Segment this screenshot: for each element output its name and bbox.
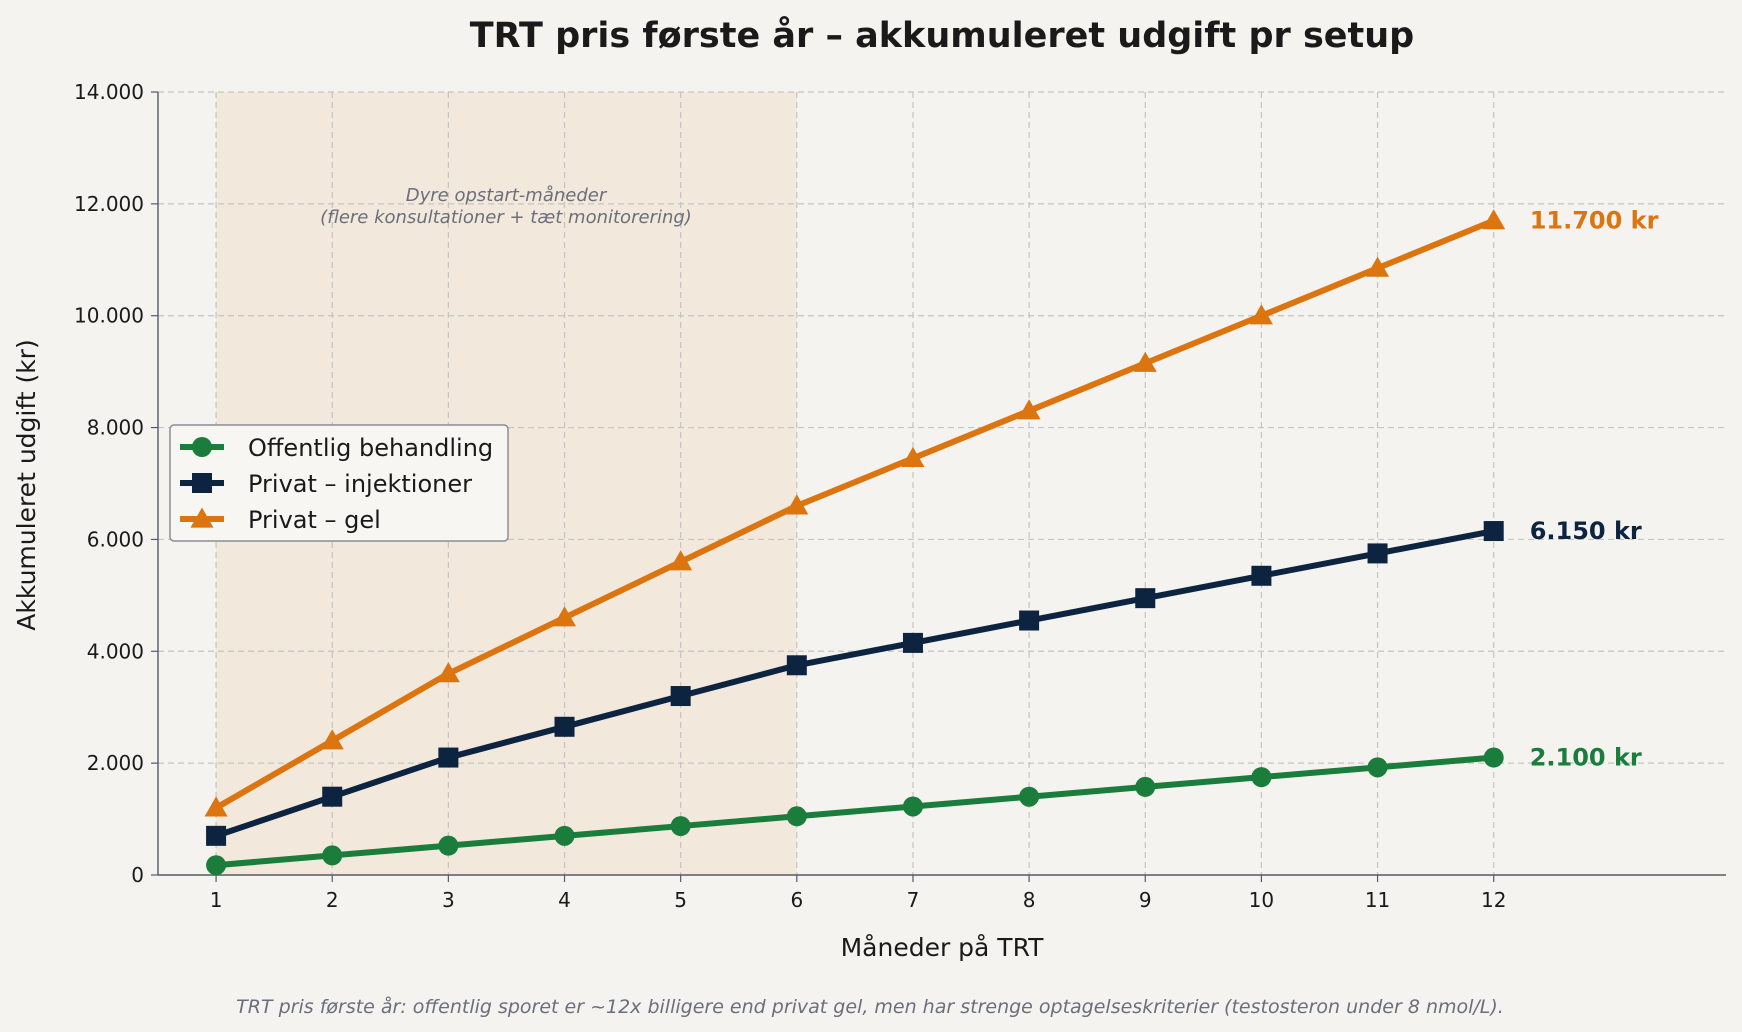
- data-point-privat-gel-8: [1017, 399, 1041, 420]
- x-tick-label: 11: [1365, 888, 1390, 912]
- y-tick-label: 8.000: [87, 416, 144, 440]
- data-point-privat-gel-1: [204, 796, 228, 817]
- chart-caption: TRT pris første år: offentlig sporet er …: [236, 995, 1504, 1018]
- y-tick-label: 2.000: [87, 751, 144, 775]
- data-point-offentlig-4: [554, 825, 575, 846]
- x-tick-label: 2: [326, 888, 339, 912]
- x-tick-label: 10: [1249, 888, 1274, 912]
- data-point-privat-injektioner-5: [670, 686, 691, 707]
- y-tick-label: 10.000: [74, 304, 144, 328]
- x-tick-label: 9: [1139, 888, 1152, 912]
- data-point-privat-injektioner-4: [554, 716, 575, 737]
- data-point-privat-gel-3: [436, 662, 460, 683]
- data-point-privat-gel-11: [1366, 256, 1390, 277]
- legend-item-privat-gel: Privat – gel: [180, 506, 381, 534]
- x-tick-label: 5: [674, 888, 687, 912]
- data-point-privat-injektioner-10: [1251, 565, 1272, 586]
- x-axis-label: Måneder på TRT: [841, 933, 1045, 962]
- data-point-offentlig-12: [1483, 747, 1504, 768]
- y-tick-label: 4.000: [87, 639, 144, 663]
- data-point-offentlig-7: [902, 796, 923, 817]
- series-line-privat-injektioner: [213, 528, 1497, 839]
- end-value-label-offentlig: 2.100 kr: [1530, 744, 1642, 772]
- data-point-privat-gel-4: [553, 606, 577, 627]
- y-tick-label: 0: [131, 863, 144, 887]
- data-point-privat-injektioner-6: [786, 655, 807, 676]
- legend-item-offentlig: Offentlig behandling: [180, 434, 493, 462]
- data-point-privat-gel-12: [1482, 209, 1506, 230]
- data-point-offentlig-9: [1135, 776, 1156, 797]
- data-point-privat-gel-10: [1249, 304, 1273, 325]
- shaded-region-annotation-line-1: Dyre opstart-måneder: [406, 185, 608, 206]
- legend-item-privat-injektioner: Privat – injektioner: [180, 470, 472, 498]
- legend-box: [169, 424, 509, 542]
- data-point-privat-gel-2: [320, 729, 344, 750]
- end-value-label-privat-gel: 11.700 kr: [1530, 207, 1659, 235]
- data-point-privat-injektioner-3: [438, 747, 459, 768]
- x-tick-label: 4: [558, 888, 571, 912]
- x-tick-label: 3: [442, 888, 455, 912]
- data-point-privat-injektioner-7: [902, 632, 923, 653]
- data-point-privat-injektioner-12: [1483, 521, 1504, 542]
- data-point-privat-injektioner-11: [1367, 543, 1388, 564]
- data-point-offentlig-11: [1367, 757, 1388, 778]
- data-point-privat-gel-6: [785, 494, 809, 515]
- legend-marker-privat-injektioner: [192, 473, 212, 493]
- end-value-label-privat-injektioner: 6.150 kr: [1530, 517, 1642, 545]
- legend-label-offentlig: Offentlig behandling: [248, 434, 493, 462]
- legend-marker-offentlig: [192, 437, 212, 457]
- data-point-offentlig-6: [786, 806, 807, 827]
- data-point-privat-gel-5: [669, 550, 693, 571]
- y-tick-label: 12.000: [74, 192, 144, 216]
- legend-marker-privat-gel: [190, 507, 214, 528]
- data-point-privat-gel-7: [901, 446, 925, 467]
- data-point-privat-injektioner-2: [322, 786, 343, 807]
- data-point-offentlig-1: [206, 855, 227, 876]
- data-point-privat-gel-9: [1133, 351, 1157, 372]
- y-tick-label: 6.000: [87, 527, 144, 551]
- legend-label-privat-injektioner: Privat – injektioner: [248, 470, 472, 498]
- shaded-region-annotation-line-2: (flere konsultationer + tæt monitorering…: [320, 207, 692, 228]
- x-tick-label: 8: [1023, 888, 1036, 912]
- x-tick-label: 7: [907, 888, 920, 912]
- series-line-privat-gel: [213, 217, 1497, 811]
- y-tick-label: 14.000: [74, 80, 144, 104]
- series-privat-injektioner: [206, 521, 1504, 846]
- series-privat-gel: [204, 209, 1506, 817]
- data-point-offentlig-10: [1251, 767, 1272, 788]
- series-offentlig: [206, 747, 1504, 876]
- x-tick-label: 12: [1481, 888, 1506, 912]
- series-line-offentlig: [213, 754, 1497, 869]
- data-point-offentlig-5: [670, 816, 691, 837]
- data-point-privat-injektioner-9: [1135, 588, 1156, 609]
- x-tick-label: 1: [210, 888, 223, 912]
- data-point-offentlig-8: [1019, 786, 1040, 807]
- data-point-offentlig-3: [438, 835, 459, 856]
- data-point-offentlig-2: [322, 845, 343, 866]
- chart-title: TRT pris første år – akkumuleret udgift …: [470, 15, 1414, 56]
- x-tick-label: 6: [790, 888, 803, 912]
- data-point-privat-injektioner-1: [206, 825, 227, 846]
- data-point-privat-injektioner-8: [1019, 610, 1040, 631]
- y-axis-label: Akkumuleret udgift (kr): [12, 339, 41, 630]
- legend-label-privat-gel: Privat – gel: [248, 506, 381, 534]
